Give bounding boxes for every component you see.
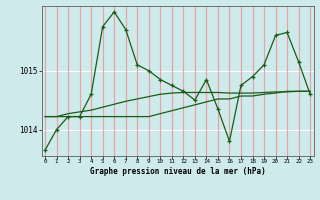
X-axis label: Graphe pression niveau de la mer (hPa): Graphe pression niveau de la mer (hPa) bbox=[90, 167, 266, 176]
